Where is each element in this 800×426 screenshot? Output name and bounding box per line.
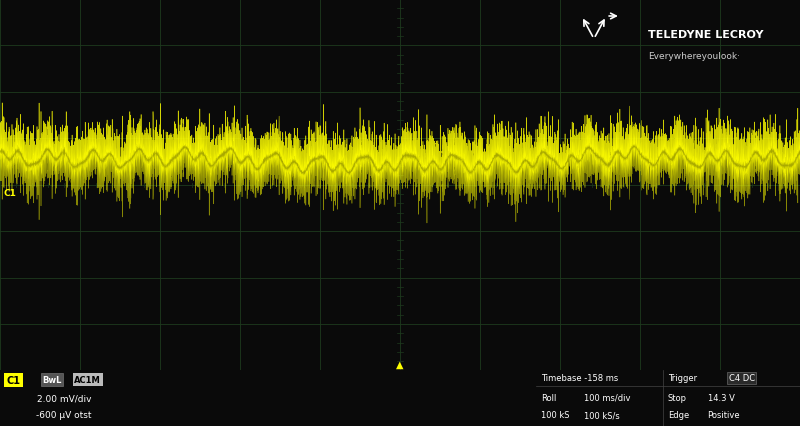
Text: Stop: Stop xyxy=(668,393,687,402)
Text: C1: C1 xyxy=(6,375,21,385)
Text: C1: C1 xyxy=(4,189,17,198)
Text: Everywhereyoulook·: Everywhereyoulook· xyxy=(648,52,740,60)
Text: 100 ms/div: 100 ms/div xyxy=(583,393,630,402)
Text: 14.3 V: 14.3 V xyxy=(708,393,734,402)
Text: 100 kS/s: 100 kS/s xyxy=(583,411,619,420)
Text: 2.00 mV/div: 2.00 mV/div xyxy=(37,394,91,403)
Text: BwL: BwL xyxy=(42,375,62,384)
Text: 100 kS: 100 kS xyxy=(542,411,570,420)
Text: TELEDYNE LECROY: TELEDYNE LECROY xyxy=(648,29,763,40)
Text: Timebase -158 ms: Timebase -158 ms xyxy=(542,373,618,383)
Text: Roll: Roll xyxy=(542,393,557,402)
Text: Trigger: Trigger xyxy=(668,373,697,383)
Text: Edge: Edge xyxy=(668,411,690,420)
Text: Positive: Positive xyxy=(708,411,740,420)
Text: -600 μV otst: -600 μV otst xyxy=(36,411,92,420)
Text: ▲: ▲ xyxy=(396,359,404,368)
Text: AC1M: AC1M xyxy=(74,375,101,384)
Text: C4 DC: C4 DC xyxy=(729,373,755,383)
